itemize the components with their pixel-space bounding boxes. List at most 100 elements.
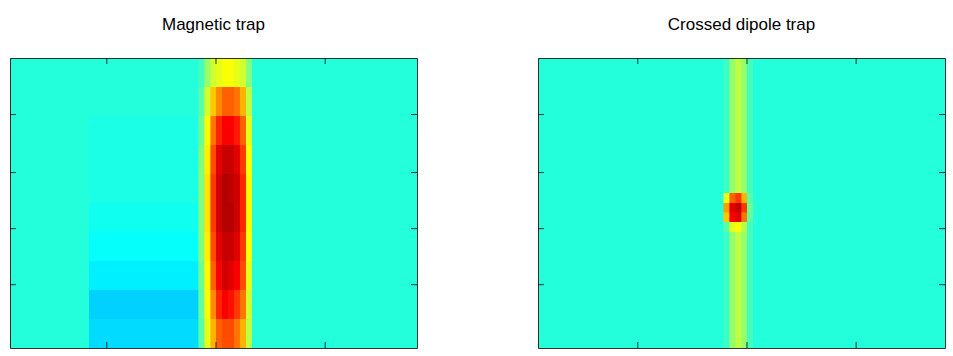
- x-axis-top: [539, 58, 946, 64]
- tick-mark: [325, 342, 326, 348]
- heatmap-cell: [730, 232, 736, 348]
- heatmap-cell: [730, 193, 736, 203]
- heatmap-cell: [205, 174, 211, 203]
- heatmap-cell: [222, 203, 228, 232]
- heatmap-cell: [211, 203, 217, 232]
- heatmap-cell: [240, 145, 246, 174]
- figure: Magnetic trap Crossed dipole trap: [0, 0, 953, 356]
- heatmap-cell: [246, 87, 252, 116]
- heatmap-cell: [742, 213, 748, 223]
- heatmap-cell: [240, 58, 246, 87]
- heatmap-cell: [199, 87, 205, 116]
- heatmap-cell: [742, 203, 748, 213]
- heatmap-cell: [222, 58, 228, 87]
- heatmap-cell: [205, 87, 211, 116]
- heatmap-cell: [222, 319, 228, 348]
- heatmap-cell: [252, 58, 417, 87]
- heatmap-cell: [89, 58, 198, 87]
- heatmap-cell: [252, 145, 417, 174]
- heatmap-cell: [747, 213, 753, 223]
- heatmap-cell: [228, 319, 234, 348]
- heatmap-cell: [10, 203, 89, 232]
- tick-mark: [215, 58, 216, 64]
- heatmap-cell: [228, 87, 234, 116]
- heatmap-cell: [216, 87, 222, 116]
- heatmap-cell: [747, 203, 753, 213]
- heatmap-cell: [246, 232, 252, 261]
- tick: [939, 284, 945, 285]
- heatmap-cell: [252, 87, 417, 116]
- heatmap-cell: [234, 261, 240, 290]
- heatmap-cell: [211, 145, 217, 174]
- heatmap-cell: [234, 145, 240, 174]
- heatmap-cell: [10, 232, 89, 261]
- heatmap-cell: [742, 222, 748, 232]
- heatmap-cell: [10, 116, 89, 145]
- heatmap-cell: [205, 58, 211, 87]
- tick: [746, 342, 747, 348]
- tick-mark: [856, 342, 857, 348]
- heatmap-cell: [252, 232, 417, 261]
- tick-mark: [411, 228, 417, 229]
- heatmap-cell: [753, 222, 945, 232]
- heatmap-cell: [228, 261, 234, 290]
- axis-line: [10, 59, 11, 349]
- tick: [106, 58, 107, 64]
- tick: [411, 284, 417, 285]
- heatmap-cell: [252, 174, 417, 203]
- heatmap-cell: [205, 290, 211, 319]
- heatmap-cell: [234, 116, 240, 145]
- heatmap-cell: [89, 87, 198, 116]
- heatmap-cell: [246, 174, 252, 203]
- panel-title: Crossed dipole trap: [668, 15, 815, 34]
- heatmap-cell: [89, 145, 198, 174]
- tick: [10, 228, 16, 229]
- tick: [538, 114, 544, 115]
- heatmap-cell: [736, 193, 742, 203]
- heatmap-cell: [538, 193, 724, 203]
- heatmap-cell: [199, 58, 205, 87]
- heatmap-cell: [240, 261, 246, 290]
- tick-mark: [939, 284, 945, 285]
- heatmap-cell: [240, 290, 246, 319]
- heatmap-cell: [211, 261, 217, 290]
- heatmap-cell: [730, 203, 736, 213]
- heatmap-cell: [240, 87, 246, 116]
- heatmap-cell: [222, 232, 228, 261]
- heatmap-cell: [747, 58, 753, 193]
- cells: [538, 58, 945, 348]
- axis-line: [538, 59, 539, 349]
- tick: [10, 114, 16, 115]
- heatmap-cell: [736, 213, 742, 223]
- axis-line: [945, 59, 946, 349]
- heatmap-cell: [10, 174, 89, 203]
- heatmap-cell: [205, 116, 211, 145]
- heatmap-cell: [538, 222, 724, 232]
- heatmap-cell: [736, 203, 742, 213]
- heatmap-cell: [246, 116, 252, 145]
- heatmap-cell: [538, 58, 724, 193]
- panel: Magnetic trap: [10, 15, 418, 349]
- heatmap-cell: [252, 261, 417, 290]
- heatmap-cell: [199, 261, 205, 290]
- heatmap-cell: [228, 116, 234, 145]
- heatmap-cell: [205, 261, 211, 290]
- heatmap-cell: [205, 145, 211, 174]
- heatmap-cell: [10, 145, 89, 174]
- tick: [411, 172, 417, 173]
- heatmap-cell: [246, 58, 252, 87]
- heatmap-cell: [234, 290, 240, 319]
- heatmap-cell: [538, 203, 724, 213]
- heatmap-cell: [240, 174, 246, 203]
- heatmap-cell: [199, 319, 205, 348]
- tick: [325, 342, 326, 348]
- heatmap-cell: [216, 203, 222, 232]
- tick: [411, 114, 417, 115]
- heatmap-cell: [89, 319, 198, 348]
- heatmap-cell: [222, 290, 228, 319]
- heatmap-cell: [724, 222, 730, 232]
- heatmap-cell: [199, 290, 205, 319]
- heatmap-cell: [234, 319, 240, 348]
- heatmap-cell: [724, 58, 730, 193]
- tick-mark: [939, 228, 945, 229]
